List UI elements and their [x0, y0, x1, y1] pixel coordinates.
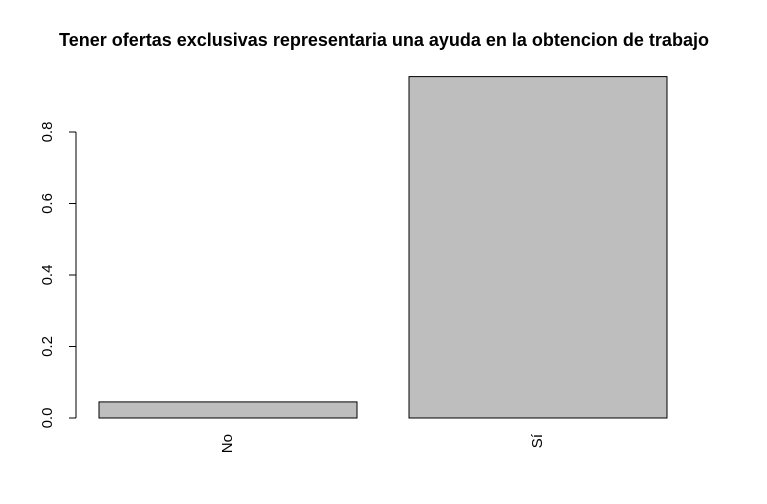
bar: [408, 76, 668, 419]
x-tick-label: Sí: [529, 433, 546, 448]
y-tick-label: 0.8: [39, 122, 56, 143]
bar: [98, 401, 358, 419]
y-tick-label: 0.0: [39, 408, 56, 429]
chart-title: Tener ofertas exclusivas representaria u…: [59, 30, 709, 50]
y-tick-label: 0.2: [39, 336, 56, 357]
y-tick-label: 0.4: [39, 265, 56, 286]
x-tick-label: No: [219, 434, 236, 453]
y-tick-label: 0.6: [39, 193, 56, 214]
